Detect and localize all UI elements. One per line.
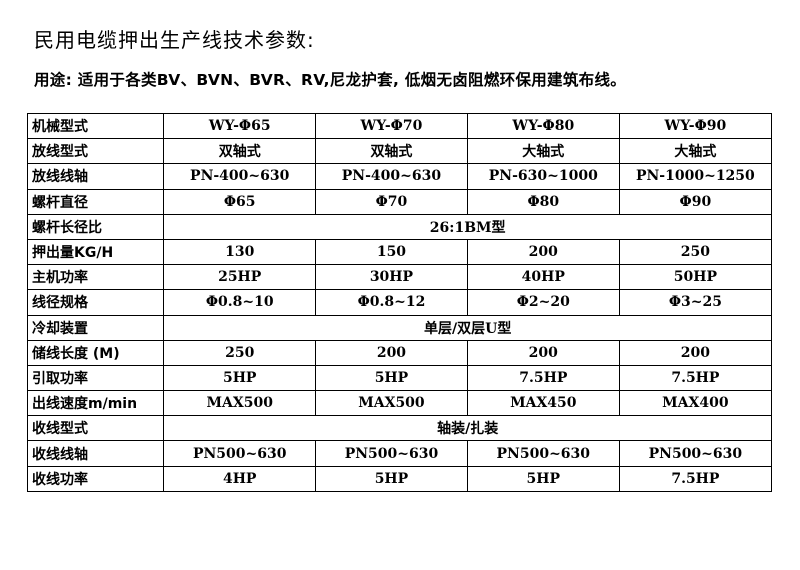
table-cell: 200 — [466, 339, 620, 366]
table-row: 螺杆直径 Φ65 Φ70 Φ80 Φ90 — [26, 188, 773, 215]
table-row: 螺杆长径比 26:1BM型 — [26, 213, 772, 240]
row-label: 线径规格 — [26, 289, 165, 316]
table-row: 机械型式 WY-Φ65 WY-Φ70 WY-Φ80 WY-Φ90 — [26, 112, 773, 140]
table-cell: WY-Φ65 — [163, 112, 317, 140]
table-cell: PN-400~630 — [315, 163, 468, 190]
table-cell: MAX500 — [315, 390, 468, 417]
table-cell: 大轴式 — [618, 138, 773, 165]
table-row: 出线速度m/min MAX500 MAX500 MAX450 MAX400 — [26, 390, 773, 417]
table-cell: 250 — [618, 238, 773, 266]
table-cell: 5HP — [163, 364, 317, 392]
table-row: 押出量KG/H 130 150 200 250 — [26, 238, 773, 266]
row-label: 押出量KG/H — [26, 238, 165, 266]
spec-table: 机械型式 WY-Φ65 WY-Φ70 WY-Φ80 WY-Φ90 放线型式 双轴式 双轴式 大轴… — [26, 112, 773, 492]
row-label: 放线线轴 — [26, 163, 165, 190]
table-cell: WY-Φ70 — [315, 112, 468, 140]
table-cell: 200 — [466, 238, 620, 266]
row-label: 机械型式 — [26, 112, 165, 140]
row-label: 冷却装置 — [26, 314, 165, 341]
table-cell: 5HP — [466, 465, 620, 492]
table-cell: PN500~630 — [466, 440, 620, 467]
row-label: 收线功率 — [26, 465, 165, 492]
table-row: 收线型式 轴装/扎装 — [26, 415, 772, 442]
table-cell: 4HP — [163, 465, 317, 492]
table-row: 引取功率 5HP 5HP 7.5HP 7.5HP — [26, 364, 773, 392]
table-cell: Φ80 — [466, 188, 620, 215]
table-cell: Φ65 — [163, 188, 317, 215]
table-row: 收线功率 4HP 5HP 5HP 7.5HP — [26, 465, 773, 492]
page-title: 民用电缆押出生产线技术参数: — [34, 28, 315, 52]
table-cell: 5HP — [315, 465, 468, 492]
table-cell: 200 — [315, 339, 468, 366]
table-cell: PN-1000~1250 — [618, 163, 773, 190]
table-cell: 200 — [618, 339, 773, 366]
table-cell: WY-Φ80 — [466, 112, 620, 140]
table-cell: 5HP — [315, 364, 468, 392]
row-label: 放线型式 — [26, 138, 165, 165]
table-cell: 双轴式 — [163, 138, 317, 165]
table-cell: 150 — [315, 238, 468, 266]
table-cell: 25HP — [163, 264, 317, 291]
table-cell: 7.5HP — [618, 364, 773, 392]
table-cell: MAX400 — [618, 390, 773, 417]
merged-cell: 单层/双层U型 — [163, 314, 772, 341]
table-cell: PN500~630 — [163, 440, 317, 467]
row-label: 收线线轴 — [26, 440, 165, 467]
table-cell: 双轴式 — [315, 138, 468, 165]
table-cell: 40HP — [466, 264, 620, 291]
table-cell: PN-630~1000 — [466, 163, 620, 190]
row-label: 出线速度m/min — [26, 390, 165, 417]
table-cell: Φ70 — [315, 188, 468, 215]
table-cell: Φ0.8~10 — [163, 289, 317, 316]
row-label: 引取功率 — [26, 364, 165, 392]
table-cell: 130 — [163, 238, 317, 266]
table-cell: 30HP — [315, 264, 468, 291]
table-cell: 250 — [163, 339, 317, 366]
table-cell: 大轴式 — [466, 138, 620, 165]
row-label: 收线型式 — [26, 415, 165, 442]
table-cell: Φ90 — [618, 188, 773, 215]
table-cell: 7.5HP — [618, 465, 773, 492]
table-cell: PN-400~630 — [163, 163, 317, 190]
table-cell: 50HP — [618, 264, 773, 291]
table-cell: PN500~630 — [315, 440, 468, 467]
table-cell: Φ2~20 — [466, 289, 620, 316]
merged-cell: 轴装/扎装 — [163, 415, 772, 442]
table-row: 放线线轴 PN-400~630 PN-400~630 PN-630~1000 PN-10… — [26, 163, 773, 190]
table-cell: 7.5HP — [466, 364, 620, 392]
usage-description: 用途: 适用于各类BV、BVN、BVR、RV,尼龙护套, 低烟无卤阻燃环保用建筑… — [34, 71, 627, 89]
table-cell: WY-Φ90 — [618, 112, 773, 140]
row-label: 螺杆直径 — [26, 188, 165, 215]
table-row: 收线线轴 PN500~630 PN500~630 PN500~630 PN500~630 — [26, 440, 773, 467]
table-row: 线径规格 Φ0.8~10 Φ0.8~12 Φ2~20 Φ3~25 — [26, 289, 773, 316]
row-label: 主机功率 — [26, 264, 165, 291]
table-row: 放线型式 双轴式 双轴式 大轴式 大轴式 — [26, 138, 773, 165]
table-cell: Φ0.8~12 — [315, 289, 468, 316]
table-cell: MAX500 — [163, 390, 317, 417]
table-row: 储线长度 (M) 250 200 200 200 — [26, 339, 773, 366]
table-row: 冷却装置 单层/双层U型 — [26, 314, 772, 341]
merged-cell: 26:1BM型 — [163, 213, 772, 240]
table-row: 主机功率 25HP 30HP 40HP 50HP — [26, 264, 773, 291]
table-cell: MAX450 — [466, 390, 620, 417]
table-cell: Φ3~25 — [618, 289, 773, 316]
table-cell: PN500~630 — [618, 440, 773, 467]
row-label: 螺杆长径比 — [26, 213, 165, 240]
row-label: 储线长度 (M) — [26, 339, 165, 366]
